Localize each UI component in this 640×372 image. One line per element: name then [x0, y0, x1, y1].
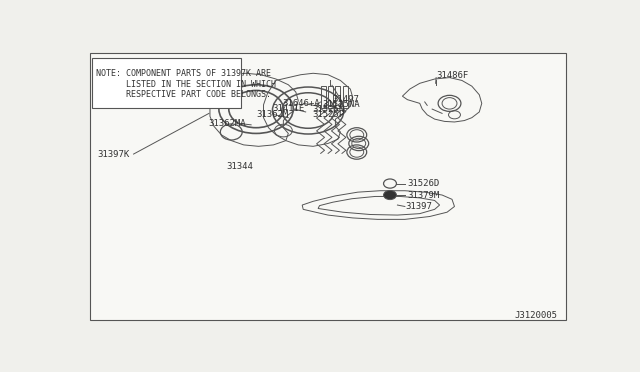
Text: 31362M: 31362M — [256, 110, 289, 119]
Text: 31344: 31344 — [227, 162, 253, 171]
Bar — [321, 86, 326, 108]
Text: 31525NA: 31525NA — [322, 100, 360, 109]
Text: J3120005: J3120005 — [515, 311, 558, 320]
Ellipse shape — [383, 190, 396, 200]
Text: 31646+A: 31646+A — [282, 99, 320, 108]
Text: 31397: 31397 — [405, 202, 432, 211]
Text: 31525N: 31525N — [312, 105, 344, 115]
Bar — [328, 86, 333, 108]
Text: 31411E: 31411E — [273, 104, 305, 113]
Text: 31362MA: 31362MA — [208, 119, 246, 128]
Bar — [92, 58, 241, 108]
Text: 31497: 31497 — [332, 94, 359, 103]
Text: 31526D: 31526D — [408, 179, 440, 188]
Text: 31525P: 31525P — [312, 110, 344, 119]
Bar — [335, 86, 340, 108]
Text: NOTE: COMPONENT PARTS OF 31397K ARE
      LISTED IN THE SECTION IN WHICH
      R: NOTE: COMPONENT PARTS OF 31397K ARE LIST… — [96, 69, 276, 99]
Text: 31397K: 31397K — [97, 150, 130, 158]
Bar — [343, 86, 348, 108]
Polygon shape — [210, 73, 298, 146]
Text: 31486F: 31486F — [436, 71, 468, 80]
Text: 31379M: 31379M — [408, 190, 440, 199]
